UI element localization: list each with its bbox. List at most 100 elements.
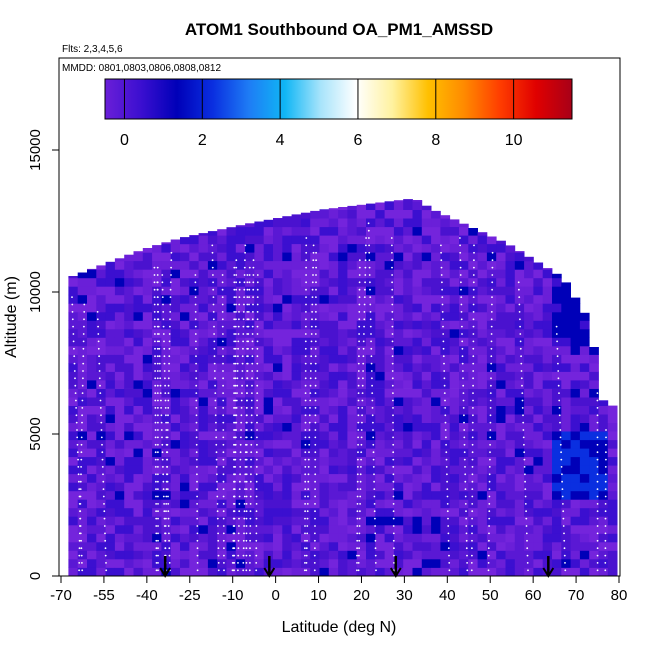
flight-track-point — [99, 399, 102, 402]
heatmap-cell — [319, 550, 330, 560]
heatmap-cell — [589, 448, 599, 458]
flight-track-point — [80, 473, 82, 476]
flight-track-point — [196, 532, 199, 535]
flight-track-point — [308, 443, 311, 446]
heatmap-cell — [338, 507, 348, 517]
heatmap-cell — [347, 235, 358, 245]
heatmap-cell — [87, 268, 97, 270]
heatmap-cell — [207, 490, 218, 500]
heatmap-cell — [142, 448, 153, 458]
heatmap-cell — [589, 465, 599, 475]
heatmap-cell — [77, 397, 88, 406]
flight-track-point — [104, 554, 107, 557]
heatmap-cell — [477, 269, 488, 279]
flight-track-point — [256, 340, 259, 343]
heatmap-cell — [607, 490, 618, 500]
flight-track-point — [364, 266, 367, 269]
heatmap-cell — [449, 219, 460, 227]
flight-track-layer — [71, 222, 607, 572]
heatmap-cell — [282, 550, 292, 560]
heatmap-cell — [542, 371, 553, 381]
flight-track-point — [462, 399, 465, 402]
heatmap-cell — [496, 380, 506, 389]
heatmap-cell — [393, 507, 404, 517]
flight-track-point — [471, 525, 473, 527]
flight-track-point — [460, 318, 463, 321]
heatmap-cell — [496, 303, 506, 313]
flight-track-point — [242, 569, 245, 572]
heatmap-cell — [449, 490, 460, 500]
heatmap-cell — [226, 439, 237, 449]
flight-track-point — [244, 458, 247, 461]
flight-track-point — [363, 318, 366, 321]
flight-track-point — [168, 362, 171, 365]
heatmap-cell — [570, 337, 581, 347]
heatmap-cell — [282, 337, 292, 347]
flight-track-point — [596, 562, 599, 564]
flight-track-point — [195, 399, 198, 402]
flight-track-point — [170, 274, 172, 276]
heatmap-cell — [533, 371, 544, 381]
heatmap-cell — [189, 346, 199, 355]
heatmap-cell — [384, 303, 395, 313]
heatmap-cell — [524, 482, 534, 492]
heatmap-cell — [114, 354, 125, 364]
flight-track-point — [156, 266, 159, 269]
heatmap-cell — [449, 524, 460, 534]
heatmap-cell — [319, 209, 330, 219]
heatmap-cell — [524, 533, 534, 543]
flight-track-point — [246, 281, 249, 284]
heatmap-cell — [477, 405, 488, 415]
flight-track-point — [256, 325, 259, 328]
flight-track-point — [392, 517, 395, 520]
heatmap-cell — [338, 346, 348, 355]
flight-track-point — [157, 480, 159, 483]
x-tick-label: -40 — [136, 587, 158, 604]
flight-track-point — [241, 392, 243, 394]
flight-track-point — [81, 399, 84, 402]
heatmap-cell — [552, 422, 562, 432]
y-tick-label: 10000 — [27, 271, 44, 313]
heatmap-cell — [579, 465, 590, 475]
flight-track-point — [154, 458, 157, 461]
heatmap-cell — [226, 456, 237, 466]
flight-track-point — [459, 237, 461, 239]
heatmap-cell — [180, 507, 190, 517]
heatmap-cell — [421, 473, 432, 483]
flight-track-point — [370, 355, 373, 358]
heatmap-cell — [133, 337, 144, 347]
heatmap-cell — [217, 559, 227, 568]
heatmap-cell — [356, 456, 367, 466]
heatmap-cell — [393, 303, 404, 313]
heatmap-cell — [254, 221, 265, 227]
heatmap-cell — [589, 439, 599, 449]
heatmap-cell — [486, 380, 497, 389]
heatmap-cell — [77, 303, 88, 313]
flight-track-point — [305, 303, 307, 306]
heatmap-cell — [217, 414, 227, 423]
heatmap-cell — [328, 533, 339, 543]
heatmap-cell — [77, 286, 88, 296]
flight-track-point — [195, 458, 198, 461]
heatmap-cell — [291, 439, 302, 449]
heatmap-cell — [124, 456, 134, 466]
heatmap-cell — [142, 422, 153, 432]
heatmap-cell — [310, 490, 320, 500]
heatmap-cell — [263, 431, 274, 441]
heatmap-cell — [235, 559, 246, 568]
heatmap-cell — [189, 456, 199, 466]
heatmap-cell — [524, 422, 534, 432]
heatmap-cell — [254, 363, 265, 372]
heatmap-cell — [542, 507, 553, 517]
heatmap-cell — [524, 277, 534, 287]
heatmap-cell — [300, 397, 311, 406]
flight-track-point — [315, 266, 317, 269]
flight-track-point — [304, 355, 307, 358]
flight-track-point — [162, 495, 165, 498]
heatmap-cell — [161, 507, 172, 517]
heatmap-cell — [542, 473, 553, 483]
flight-track-point — [164, 547, 167, 550]
flight-track-point — [490, 384, 492, 387]
heatmap-cell — [449, 354, 460, 364]
heatmap-cell — [96, 397, 106, 406]
